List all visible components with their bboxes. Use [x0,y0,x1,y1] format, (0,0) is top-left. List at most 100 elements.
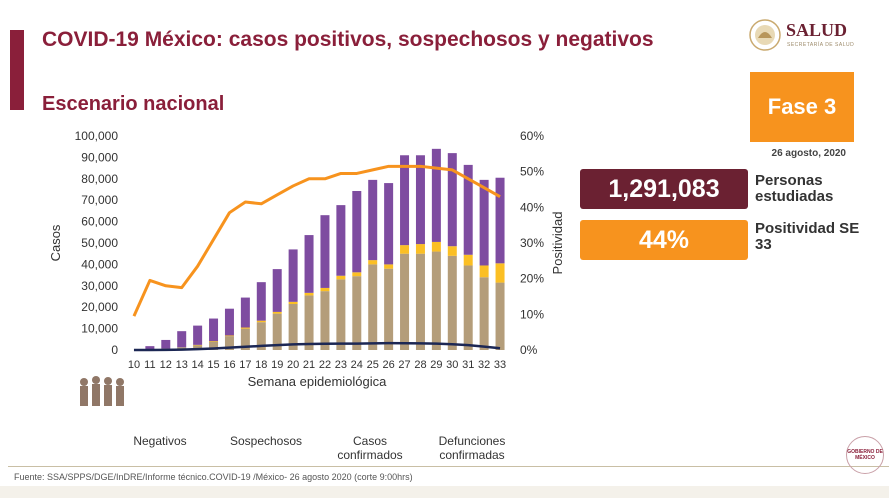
bar-negativos [272,269,282,312]
bar-sospechosos [431,241,441,252]
report-date: 26 agosto, 2020 [771,148,846,159]
bar-casos-confirmados [463,265,473,350]
bar-casos-confirmados [193,345,203,350]
bar-sospechosos [320,287,330,292]
positivity-label: Positividad SE 33 [755,220,860,253]
bar-casos-confirmados [304,295,314,350]
y-tick-label: 30,000 [81,279,118,293]
bar-negativos [304,235,314,293]
bar-sospechosos [463,254,473,266]
bar-sospechosos [304,292,314,296]
x-tick-label: 21 [303,359,315,371]
y-tick-label: 80,000 [81,172,118,186]
x-tick-label: 15 [207,359,219,371]
y2-tick-label: 60% [520,129,544,143]
total-deaths-label: Defunciones confirmadas [438,434,506,462]
x-tick-label: 17 [239,359,251,371]
logo-text: SALUD [786,20,848,40]
y-tick-label: 100,000 [75,129,119,143]
bar-casos-confirmados [272,313,282,350]
bar-negativos [320,215,330,288]
bar-negativos [384,183,394,265]
line-positividad [132,164,501,317]
x-tick-label: 19 [271,359,283,371]
gobierno-stamp: GOBIERNO DE MÉXICO [846,436,884,474]
x-tick-label: 18 [255,359,267,371]
x-tick-label: 29 [430,359,442,371]
total-confirmed-label: Casos confirmados [337,434,403,462]
footer-divider [8,466,889,467]
x-tick-label: 14 [192,359,204,371]
y2-tick-label: 50% [520,165,544,179]
total-negatives-value: 635,729 [134,412,186,429]
logo-subtext: SECRETARÍA DE SALUD [787,42,855,48]
x-tick-label: 25 [367,359,379,371]
y2-axis-label: Positividad [550,212,565,275]
x-tick-label: 24 [351,359,363,371]
y2-tick-label: 10% [520,307,544,321]
x-tick-label: 33 [494,359,506,371]
x-tick-label: 27 [398,359,410,371]
cases-chart: 0 10,000 20,000 30,000 40,000 50,000 60,000 70,… [48,129,565,389]
x-axis-label: Semana epidemiológica [248,374,388,389]
bar-negativos [209,318,219,342]
bar-casos-confirmados [352,276,362,350]
bar-sospechosos [495,263,505,283]
y-tick-label: 50,000 [81,236,118,250]
y-tick-label: 60,000 [81,215,118,229]
bar-sospechosos [336,275,346,280]
eagle-seal-icon [749,19,781,51]
bar-casos-confirmados [447,255,457,350]
bar-casos-confirmados [288,303,298,350]
bar-casos-confirmados [320,291,330,350]
bar-negativos [336,205,346,276]
x-tick-label: 22 [319,359,331,371]
bar-negativos [145,346,155,350]
bar-negativos [431,148,441,242]
line-defunciones-confirmadas [133,341,501,352]
y-tick-label: 90,000 [81,150,118,164]
bar-negativos [288,249,298,302]
bar-casos-confirmados [240,328,250,350]
y-tick-label: 10,000 [81,322,118,336]
bar-negativos [463,164,473,255]
bar-negativos [256,282,266,321]
phase-badge: Fase 3 [750,72,854,142]
bar-negativos [177,331,187,348]
bar-casos-confirmados [336,279,346,350]
bar-negativos [400,155,410,246]
bar-negativos [240,297,250,328]
y2-tick-label: 30% [520,236,544,250]
bar-casos-confirmados [368,264,378,350]
bar-sospechosos [479,265,489,278]
bar-negativos [368,179,378,261]
bottom-band [0,486,889,498]
bar-negativos [447,153,457,247]
bar-casos-confirmados [495,282,505,350]
page-title: COVID-19 México: casos positivos, sospec… [42,28,654,51]
bar-sospechosos [224,335,234,337]
bar-casos-confirmados [431,251,441,350]
bar-negativos [193,325,203,345]
y-tick-label: 0 [111,343,118,357]
salud-logo: SALUD SECRETARÍA DE SALUD [748,18,858,52]
bar-sospechosos [193,344,203,346]
bar-negativos [161,339,171,349]
positivity-value: 44% [580,220,748,260]
x-tick-label: 11 [144,359,155,371]
bar-casos-confirmados [256,322,266,350]
bar-sospechosos [272,311,282,314]
x-tick-label: 30 [446,359,458,371]
total-negatives-label: Negativos [133,434,187,448]
header-accent-bar [10,30,24,110]
bar-casos-confirmados [479,277,489,350]
source-footnote: Fuente: SSA/SPPS/DGE/InDRE/Informe técni… [14,472,413,482]
historic-figures-illustration [76,372,128,412]
x-tick-label: 16 [223,359,235,371]
bar-sospechosos [288,301,298,304]
x-tick-label: 32 [478,359,490,371]
bar-negativos [224,308,234,336]
y-tick-label: 70,000 [81,193,118,207]
x-tick-label: 23 [335,359,347,371]
bar-sospechosos [384,264,394,269]
